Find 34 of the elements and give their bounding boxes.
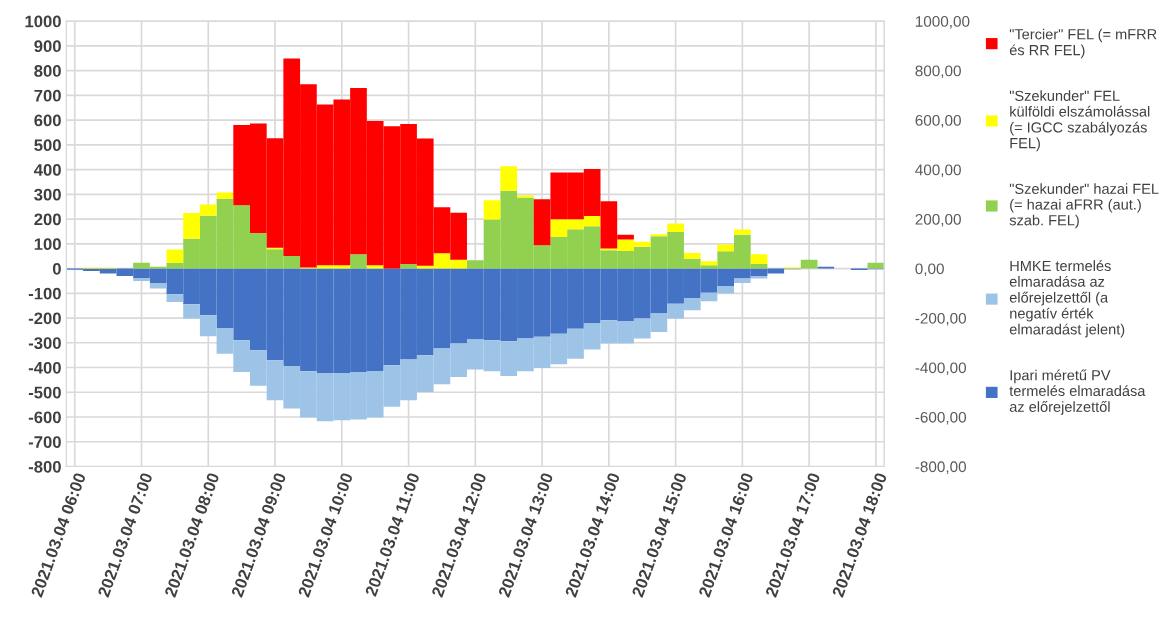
y-tick-label: 800 [34,65,61,77]
y2-tick-label: 400,00 [915,164,961,178]
y2-tick-label: 0,00 [915,263,944,277]
y-tick-label: -700 [28,436,61,448]
y-tick-label: 0 [52,262,61,275]
y2-tick-label: 1000,00 [915,16,970,29]
y-tick-label: 1000 [25,15,61,28]
y-tick-label: 200 [34,213,61,226]
y2-tick-label: -400,00 [915,362,967,376]
y-tick-label: 100 [34,238,61,251]
y-tick-label: 500 [34,139,61,152]
y2-tick-label: 200,00 [915,213,961,227]
y2-tick-label: -200,00 [915,312,967,326]
y-tick-label: -200 [28,312,61,325]
legend-label: "Tercier" FEL (= mFRR és RR FEL) [1009,28,1157,59]
y-tick-label: 400 [33,164,61,176]
y2-tick-label: 600,00 [915,114,961,128]
y-tick-label: -100 [28,287,61,300]
y-tick-label: 700 [34,89,61,102]
y-tick-label: -500 [28,386,61,399]
y2-tick-label: -800,00 [915,461,967,474]
legend-label: HMKE termelés elmaradása az előrejelzettől (a negatív érték elmaradást jelent) [1009,260,1125,338]
y-tick-label: -300 [28,337,61,350]
legend-label: "Szekunder" hazai FEL (= hazai aFRR (aut.) szab. FEL) [1009,183,1159,229]
y-tick-label: 600 [34,114,61,127]
y-tick-label: 900 [34,40,61,53]
y2-tick-label: -600,00 [915,411,967,425]
y-tick-label: 300 [34,188,61,201]
legend-label: "Szekunder" FEL külföldi elszámolással (= IGCC szabályozás FEL) [1009,90,1150,152]
y-tick-label: -600 [28,411,61,424]
y-tick-label: -400 [28,361,61,374]
legend-label: Ipari méretű PV termelés elmaradása az előrejelzettől [1009,369,1146,415]
y2-tick-label: 800,00 [915,65,961,79]
y-tick-label: -800 [28,460,61,473]
